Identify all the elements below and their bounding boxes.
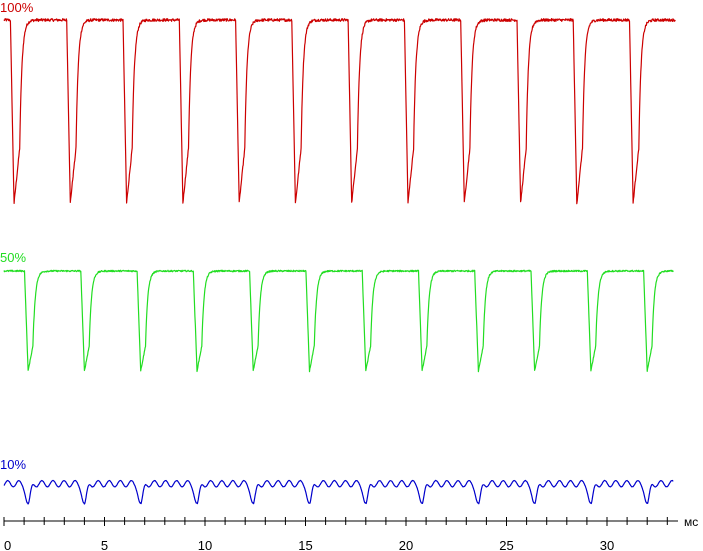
x-tick-label: 10	[198, 538, 212, 551]
x-tick-label: 5	[101, 538, 108, 551]
x-tick-label: 25	[499, 538, 513, 551]
series-line	[3, 18, 676, 205]
x-axis-label: мс	[684, 515, 698, 529]
x-tick-label: 15	[298, 538, 312, 551]
traces: 100% 50% 10%	[0, 0, 676, 505]
series-line	[3, 269, 674, 373]
series-label: 100%	[0, 0, 34, 15]
x-axis-ticks: 0 5 10 15 20 25 30	[3, 517, 668, 551]
series-line	[3, 479, 674, 505]
series-label: 50%	[0, 250, 26, 265]
series-label: 10%	[0, 457, 26, 472]
x-tick-label: 20	[399, 538, 413, 551]
x-tick-label: 0	[4, 538, 11, 551]
x-tick-label: 30	[600, 538, 614, 551]
